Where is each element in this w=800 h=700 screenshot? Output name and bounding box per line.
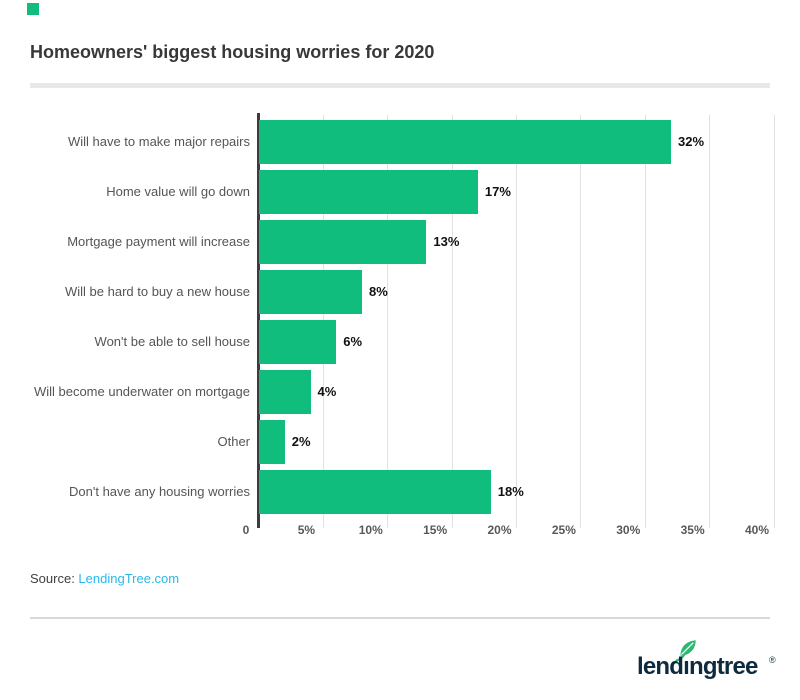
- category-label: Will have to make major repairs: [67, 134, 250, 149]
- value-label: 13%: [433, 234, 460, 249]
- bar: [259, 120, 671, 164]
- bar: [259, 320, 337, 364]
- category-label: Won't be able to sell house: [94, 334, 250, 349]
- logo-registered-mark: ®: [769, 655, 776, 665]
- value-label: 32%: [678, 134, 705, 149]
- category-label: Will become underwater on mortgage: [33, 384, 250, 399]
- gridline: [773, 115, 775, 528]
- x-tick-label: 30%: [616, 523, 641, 537]
- corner-accent-square: [27, 3, 39, 15]
- bar: [259, 220, 427, 264]
- category-label: Will be hard to buy a new house: [65, 284, 250, 299]
- gridline: [709, 115, 711, 528]
- x-tick-label: 25%: [551, 523, 576, 537]
- x-tick-label: 0: [242, 523, 250, 537]
- footer-divider: [30, 617, 770, 619]
- bar: [259, 170, 478, 214]
- category-label: Home value will go down: [106, 184, 250, 199]
- bar: [259, 420, 285, 464]
- gridline: [516, 115, 517, 528]
- x-tick-label: 15%: [423, 523, 448, 537]
- value-label: 2%: [291, 434, 311, 449]
- chart-title: Homeowners' biggest housing worries for …: [30, 42, 435, 62]
- value-label: 17%: [484, 184, 511, 199]
- gridline: [644, 115, 646, 528]
- x-tick-label: 40%: [744, 523, 770, 537]
- gridline: [451, 115, 453, 528]
- category-label: Mortgage payment will increase: [67, 234, 250, 249]
- lendingtree-logo: lendıngtree ®: [637, 640, 797, 692]
- value-label: 6%: [343, 334, 363, 349]
- y-axis-line: [257, 113, 260, 528]
- gridline: [580, 115, 582, 528]
- category-label: Don't have any housing worries: [69, 484, 250, 499]
- x-tick-label: 5%: [297, 523, 316, 537]
- value-label: 18%: [497, 484, 524, 499]
- source-link[interactable]: LendingTree.com: [78, 571, 180, 586]
- gridline: [387, 115, 389, 528]
- category-label: Other: [217, 434, 250, 449]
- source-line: Source: LendingTree.com: [30, 571, 179, 586]
- x-tick-label: 35%: [680, 523, 705, 537]
- title-divider: [30, 83, 770, 88]
- x-tick-label: 20%: [487, 523, 512, 537]
- value-label: 8%: [369, 284, 388, 299]
- leaf-icon: [675, 640, 696, 662]
- value-label: 4%: [317, 384, 337, 399]
- bar: [259, 370, 311, 414]
- logo-wordmark: lendıngtree: [637, 653, 758, 680]
- bar: [259, 270, 362, 314]
- bar: [259, 470, 491, 514]
- x-tick-label: 10%: [358, 523, 383, 537]
- source-prefix: Source:: [30, 571, 79, 586]
